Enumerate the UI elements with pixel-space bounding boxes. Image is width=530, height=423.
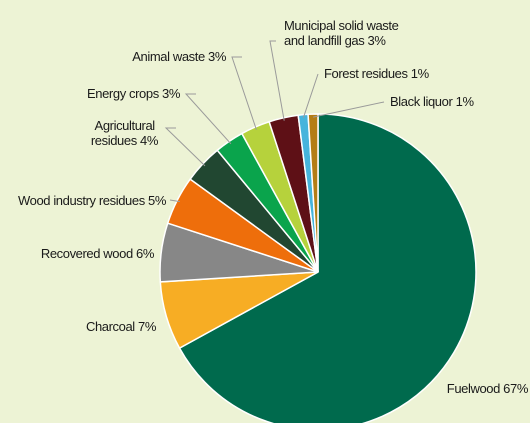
- label-line: Agricultural: [95, 118, 156, 133]
- label-fuelwood: Fuelwood 67%: [447, 381, 529, 396]
- label-black-liquor: Black liquor 1%: [390, 94, 474, 109]
- pie-slice-black-liquor: [307, 113, 319, 273]
- label-charcoal: Charcoal 7%: [86, 319, 157, 334]
- label-recovered-wood: Recovered wood 6%: [41, 246, 155, 261]
- leader-line-black-liquor: [312, 101, 385, 118]
- slice-labels: Fuelwood 67% Charcoal 7% Recovered wood …: [18, 18, 529, 396]
- leader-line-municipal-solid-waste-and-landfill-gas: [269, 40, 285, 121]
- label-line: residues 4%: [91, 133, 159, 148]
- label-line: Municipal solid waste: [284, 18, 399, 33]
- label-wood-industry-residues: Wood industry residues 5%: [18, 193, 167, 208]
- leader-line-forest-residues: [302, 73, 319, 118]
- leader-line-agricultural-residues: [164, 127, 206, 167]
- pie-slices: [159, 113, 477, 423]
- label-municipal-solid-waste: Municipal solid waste and landfill gas 3…: [284, 18, 402, 48]
- label-line: and landfill gas 3%: [284, 33, 386, 48]
- leader-line-energy-crops: [184, 93, 232, 145]
- label-energy-crops: Energy crops 3%: [87, 86, 181, 101]
- label-animal-waste: Animal waste 3%: [132, 49, 227, 64]
- leader-line-animal-waste: [231, 56, 257, 130]
- label-forest-residues: Forest residues 1%: [324, 66, 430, 81]
- label-agricultural-residues: Agricultural residues 4%: [91, 118, 159, 148]
- leader-line-wood-industry-residues: [169, 199, 180, 203]
- leader-lines: [164, 40, 385, 203]
- pie-slice-fuelwood: [178, 113, 477, 423]
